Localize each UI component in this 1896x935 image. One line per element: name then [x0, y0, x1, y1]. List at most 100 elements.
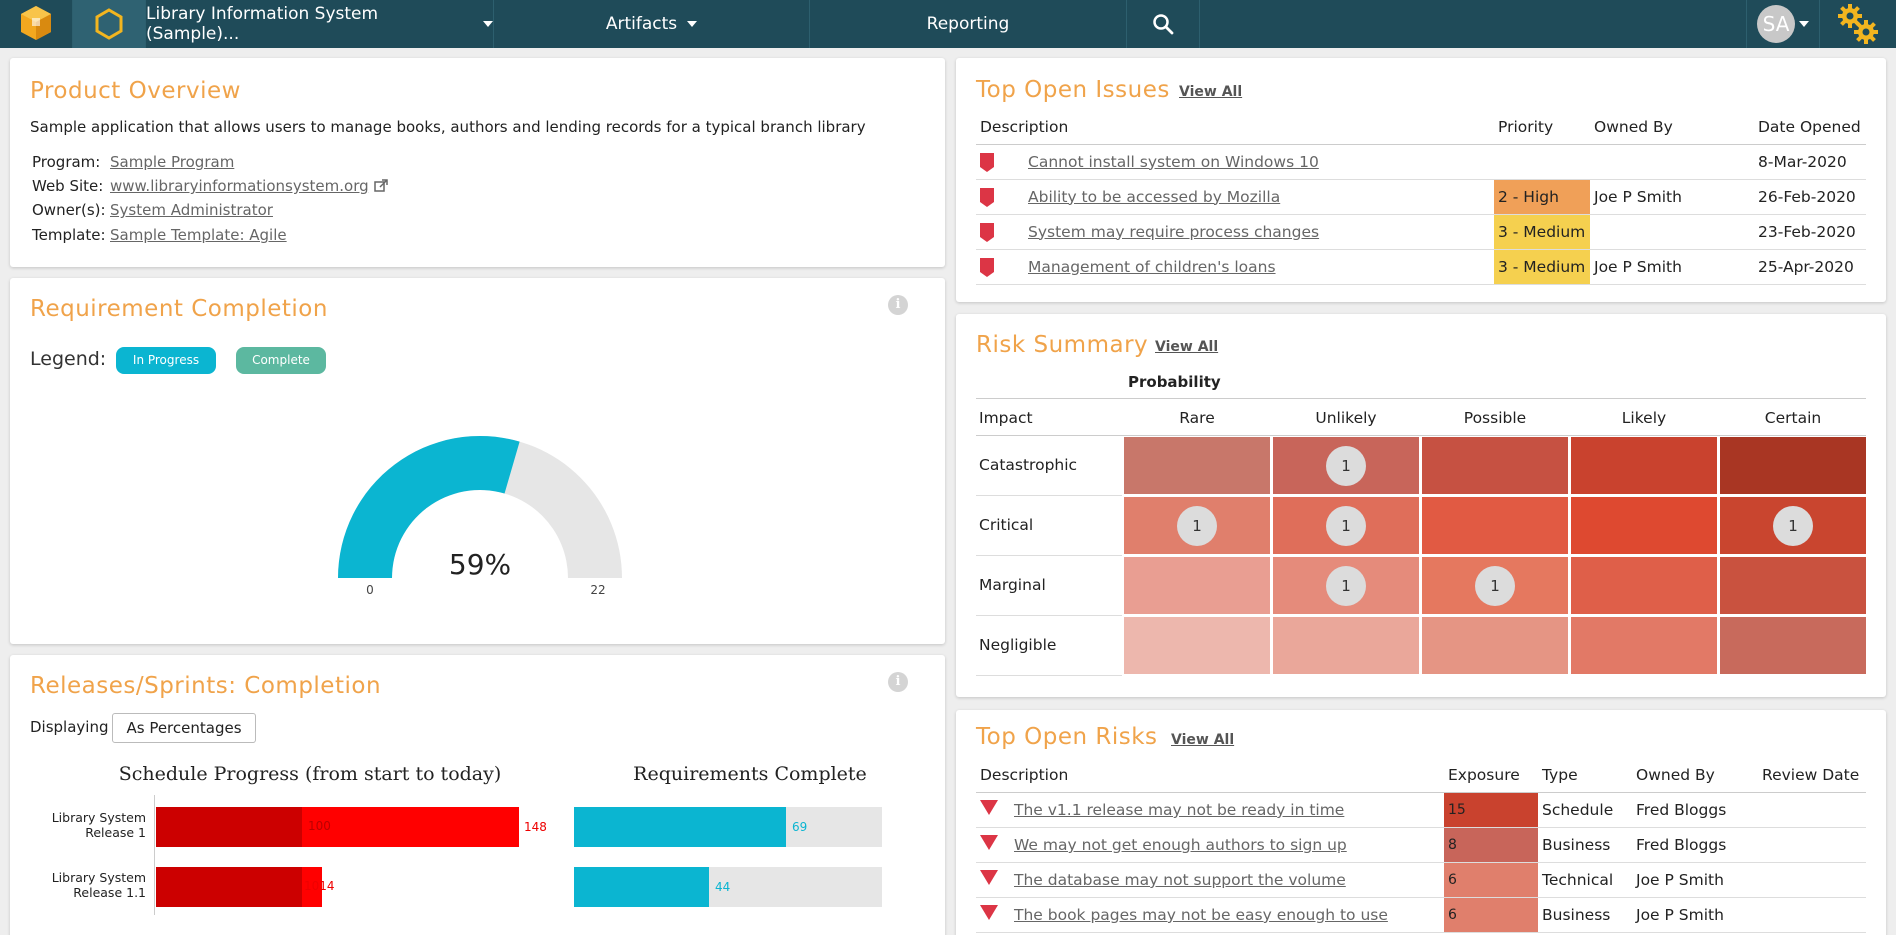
user-menu[interactable]: SA: [1746, 0, 1820, 48]
table-row[interactable]: Cannot install system on Windows 10 8-Ma…: [976, 144, 1866, 180]
panel-title: Risk Summary: [976, 332, 1149, 358]
risk-cell[interactable]: [1571, 497, 1717, 554]
table-row[interactable]: We may not get enough authors to sign up…: [976, 827, 1866, 863]
owner-link[interactable]: System Administrator: [110, 201, 273, 219]
issue-link[interactable]: System may require process changes: [1028, 222, 1320, 241]
display-mode-select[interactable]: As Percentages: [112, 713, 256, 743]
schedule-value-label: 1014: [304, 879, 335, 893]
external-link-icon[interactable]: [373, 179, 388, 193]
artifacts-menu[interactable]: Artifacts: [494, 0, 810, 48]
risk-count-badge[interactable]: 1: [1177, 505, 1217, 546]
probability-header: Unlikely: [1315, 409, 1377, 427]
impact-row-label: Catastrophic: [979, 456, 1078, 474]
project-selector[interactable]: Library Information System (Sample)...: [146, 0, 494, 48]
requirements-bar-track[interactable]: 69: [574, 807, 882, 847]
risk-cell[interactable]: [1422, 437, 1568, 494]
risk-cell[interactable]: [1720, 437, 1866, 494]
program-link[interactable]: Sample Program: [110, 153, 235, 171]
risk-cell[interactable]: [1571, 617, 1717, 674]
priority-cell: 2 - High: [1494, 179, 1590, 215]
info-icon[interactable]: i: [888, 295, 908, 315]
issue-link[interactable]: Management of children's loans: [1028, 257, 1276, 276]
risk-count-badge[interactable]: 1: [1326, 505, 1366, 546]
view-all-risks-link[interactable]: View All: [1155, 339, 1219, 355]
table-row[interactable]: The database may not support the volume 6…: [976, 862, 1866, 898]
review-date-cell: [1758, 862, 1866, 898]
reporting-menu[interactable]: Reporting: [810, 0, 1127, 48]
risk-cell[interactable]: [1124, 557, 1270, 614]
view-all-open-risks-link[interactable]: View All: [1171, 732, 1235, 748]
search-icon: [1153, 14, 1174, 35]
column-header[interactable]: Exposure: [1444, 758, 1538, 793]
date-cell: 26-Feb-2020: [1754, 179, 1866, 215]
issue-link[interactable]: Cannot install system on Windows 10: [1028, 152, 1319, 171]
column-header[interactable]: Description: [976, 758, 1444, 793]
column-header[interactable]: Owned By: [1632, 758, 1758, 793]
table-row[interactable]: System may require process changes 3 - M…: [976, 214, 1866, 250]
table-row[interactable]: The book pages may not be easy enough to…: [976, 897, 1866, 933]
risk-cell[interactable]: 1: [1720, 497, 1866, 554]
panel-title: Requirement Completion: [30, 296, 328, 322]
risk-link[interactable]: The database may not support the volume: [1014, 871, 1346, 889]
risk-cell[interactable]: [1273, 617, 1419, 674]
risk-cell[interactable]: [1124, 617, 1270, 674]
column-header[interactable]: Priority: [1494, 110, 1590, 145]
type-cell: Technical: [1538, 862, 1632, 898]
panel-title: Product Overview: [30, 78, 241, 104]
chevron-down-icon: [1799, 21, 1809, 27]
incident-flag-icon: [980, 222, 994, 242]
risk-triangle-icon: [980, 835, 998, 850]
chevron-down-icon: [483, 21, 493, 27]
risk-cell[interactable]: [1571, 557, 1717, 614]
risk-cell[interactable]: 1: [1273, 437, 1419, 494]
column-header[interactable]: Date Opened: [1754, 110, 1866, 145]
schedule-bar[interactable]: 1014: [156, 867, 335, 907]
website-link[interactable]: www.libraryinformationsystem.org: [110, 177, 369, 195]
risk-cell[interactable]: [1720, 557, 1866, 614]
risk-cell[interactable]: [1571, 437, 1717, 494]
divider: [976, 615, 1122, 616]
risk-cell[interactable]: 1: [1273, 557, 1419, 614]
column-header[interactable]: Description: [976, 110, 1494, 145]
risk-cell[interactable]: [1422, 617, 1568, 674]
view-all-issues-link[interactable]: View All: [1179, 84, 1243, 100]
issue-link[interactable]: Ability to be accessed by Mozilla: [1028, 187, 1281, 206]
search-button[interactable]: [1127, 0, 1200, 48]
requirements-bar-track[interactable]: 44: [574, 867, 882, 907]
info-icon[interactable]: i: [888, 672, 908, 692]
review-date-cell: [1758, 897, 1866, 933]
avatar: SA: [1757, 5, 1795, 43]
column-header[interactable]: Review Date: [1758, 758, 1866, 793]
column-header[interactable]: Owned By: [1590, 110, 1754, 145]
workspace-home-button[interactable]: [73, 0, 146, 48]
risk-link[interactable]: The book pages may not be easy enough to…: [1014, 906, 1388, 924]
date-cell: 23-Feb-2020: [1754, 214, 1866, 250]
table-row[interactable]: Ability to be accessed by Mozilla 2 - Hi…: [976, 179, 1866, 215]
legend-in-progress[interactable]: In Progress: [116, 347, 216, 374]
gauge-percent: 59%: [448, 548, 512, 581]
column-header[interactable]: Type: [1538, 758, 1632, 793]
risk-cell[interactable]: 1: [1422, 557, 1568, 614]
risk-count-badge[interactable]: 1: [1326, 565, 1366, 606]
risk-cell[interactable]: [1422, 497, 1568, 554]
risk-link[interactable]: We may not get enough authors to sign up: [1014, 836, 1347, 854]
owner-cell: Joe P Smith: [1590, 249, 1754, 285]
probability-header: Rare: [1179, 409, 1215, 427]
probability-header: Possible: [1463, 409, 1527, 427]
legend-complete[interactable]: Complete: [236, 347, 326, 374]
table-row[interactable]: Management of children's loans 3 - Mediu…: [976, 249, 1866, 285]
risk-count-badge[interactable]: 1: [1773, 505, 1813, 546]
risk-cell[interactable]: 1: [1124, 497, 1270, 554]
admin-settings-button[interactable]: [1820, 0, 1896, 48]
risk-link[interactable]: The v1.1 release may not be ready in tim…: [1014, 801, 1345, 819]
risk-cell[interactable]: [1720, 617, 1866, 674]
schedule-bar[interactable]: 100: [156, 807, 519, 847]
chevron-down-icon: [687, 21, 698, 27]
app-logo[interactable]: [0, 0, 73, 48]
risk-count-badge[interactable]: 1: [1475, 565, 1515, 606]
template-link[interactable]: Sample Template: Agile: [110, 226, 287, 244]
risk-cell[interactable]: [1124, 437, 1270, 494]
risk-cell[interactable]: 1: [1273, 497, 1419, 554]
table-row[interactable]: The v1.1 release may not be ready in tim…: [976, 792, 1866, 828]
risk-count-badge[interactable]: 1: [1326, 445, 1366, 486]
